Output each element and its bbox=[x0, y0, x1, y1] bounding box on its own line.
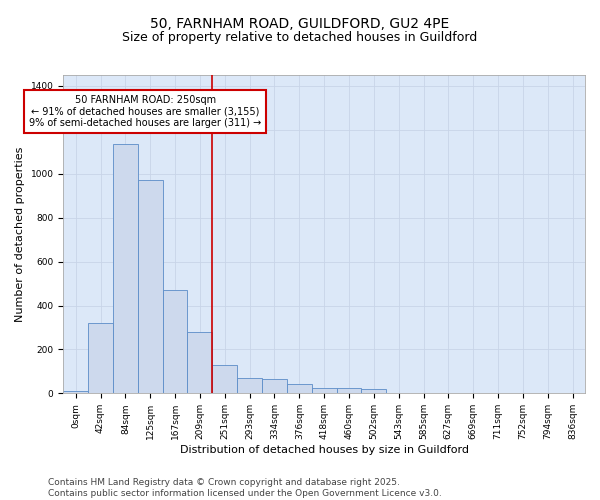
Bar bbox=[361, 389, 386, 394]
Text: Size of property relative to detached houses in Guildford: Size of property relative to detached ho… bbox=[122, 31, 478, 44]
Text: Contains HM Land Registry data © Crown copyright and database right 2025.
Contai: Contains HM Land Registry data © Crown c… bbox=[48, 478, 442, 498]
Bar bbox=[63, 391, 88, 394]
Bar bbox=[163, 290, 187, 394]
Text: 50, FARNHAM ROAD, GUILDFORD, GU2 4PE: 50, FARNHAM ROAD, GUILDFORD, GU2 4PE bbox=[151, 18, 449, 32]
Bar bbox=[212, 365, 237, 394]
Y-axis label: Number of detached properties: Number of detached properties bbox=[15, 146, 25, 322]
X-axis label: Distribution of detached houses by size in Guildford: Distribution of detached houses by size … bbox=[179, 445, 469, 455]
Bar bbox=[113, 144, 138, 394]
Bar bbox=[88, 323, 113, 394]
Bar bbox=[312, 388, 337, 394]
Text: 50 FARNHAM ROAD: 250sqm
← 91% of detached houses are smaller (3,155)
9% of semi-: 50 FARNHAM ROAD: 250sqm ← 91% of detache… bbox=[29, 95, 262, 128]
Bar bbox=[262, 379, 287, 394]
Bar bbox=[187, 332, 212, 394]
Bar bbox=[138, 180, 163, 394]
Bar bbox=[237, 378, 262, 394]
Bar bbox=[337, 388, 361, 394]
Bar bbox=[287, 384, 312, 394]
